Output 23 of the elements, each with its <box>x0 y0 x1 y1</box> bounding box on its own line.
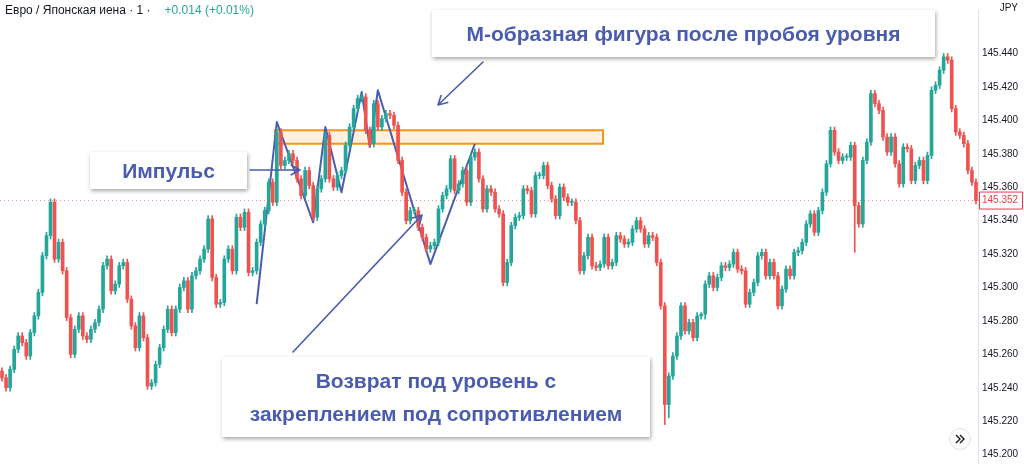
callout-box: М-образная фигура после пробоя уровня <box>432 10 935 57</box>
y-tick-label: 145.440 <box>982 47 1019 59</box>
y-tick-label: 145.260 <box>982 348 1019 360</box>
annotation: Возврат под уровень с закреплением под сопротивлением <box>248 368 624 427</box>
y-tick-label: 145.200 <box>982 448 1019 460</box>
y-tick-label: 145.300 <box>982 281 1019 293</box>
annotation: М-образная фигура после пробоя уровня <box>466 21 901 47</box>
chart-title: Евро / Японская иена · 1 · <box>5 3 151 17</box>
y-tick-label: 145.280 <box>982 314 1019 326</box>
y-tick-label: 145.340 <box>982 214 1019 226</box>
y-tick-label: 145.220 <box>982 414 1019 426</box>
callout-box: Импульс <box>90 152 247 189</box>
y-tick-label: 145.420 <box>982 80 1019 92</box>
y-tick-label: 145.380 <box>982 147 1019 159</box>
annotation: Импульс <box>122 158 215 184</box>
chart-subtitle: +0.014 (+0.01%) <box>164 3 254 17</box>
y-axis-title: JPY <box>999 2 1018 13</box>
callout-box: Возврат под уровень с закреплением под сопротивлением <box>222 357 650 437</box>
y-tick-label: 145.360 <box>982 180 1019 192</box>
y-tick-label: 145.400 <box>982 114 1019 126</box>
y-tick-label: 145.320 <box>982 247 1019 259</box>
ref-line-label: 145.352 <box>982 194 1019 206</box>
y-tick-label: 145.240 <box>982 381 1019 393</box>
